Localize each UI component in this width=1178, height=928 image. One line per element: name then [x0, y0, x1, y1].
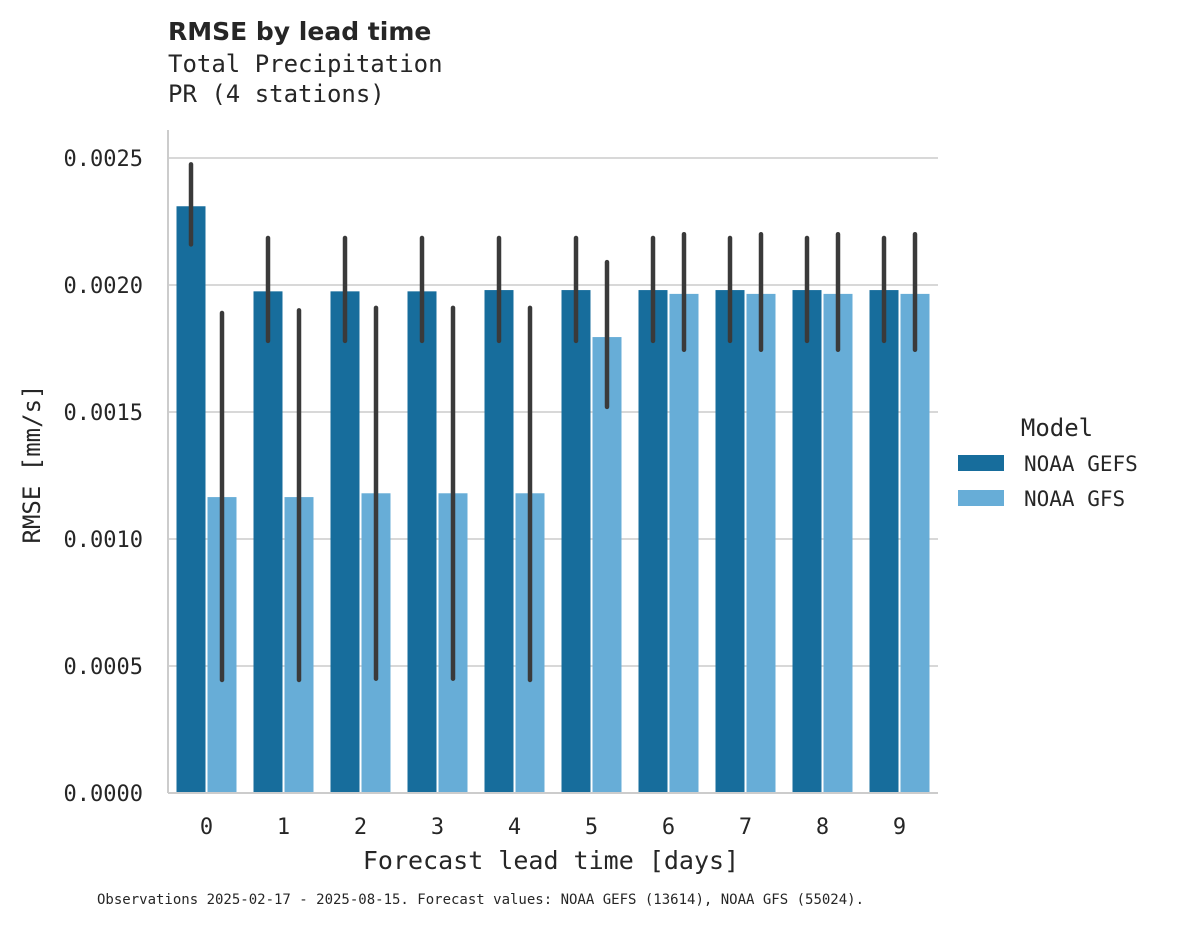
- y-tick-label-0: 0.0000: [64, 782, 143, 807]
- bar-gefs-4: [484, 290, 514, 793]
- bar-gfs-7: [746, 293, 776, 793]
- legend: Model NOAA GEFS NOAA GFS: [958, 414, 1138, 511]
- grid-lines: [168, 157, 938, 667]
- y-axis-label: RMSE [mm/s]: [18, 385, 46, 544]
- x-tick-label-6: 6: [662, 815, 675, 840]
- bar-gefs-0: [176, 206, 206, 793]
- y-tick-label-3: 0.0015: [64, 401, 143, 426]
- bar-gefs-8: [792, 290, 822, 793]
- x-tick-label-9: 9: [893, 815, 906, 840]
- bars: [176, 206, 930, 793]
- chart-title: RMSE by lead time: [168, 17, 432, 46]
- x-tick-label-7: 7: [739, 815, 752, 840]
- y-tick-label-4: 0.0020: [64, 274, 143, 299]
- bar-gfs-6: [669, 293, 699, 793]
- x-tick-label-0: 0: [200, 815, 213, 840]
- x-tick-label-2: 2: [354, 815, 367, 840]
- x-tick-label-1: 1: [277, 815, 290, 840]
- y-tick-label-1: 0.0005: [64, 655, 143, 680]
- legend-swatch-gfs: [958, 490, 1004, 506]
- x-tick-label-5: 5: [585, 815, 598, 840]
- bar-gefs-3: [407, 291, 437, 793]
- y-tick-label-5: 0.0025: [64, 147, 143, 172]
- error-bars: [188, 162, 918, 683]
- bar-gefs-2: [330, 291, 360, 793]
- bar-gefs-6: [638, 290, 668, 793]
- x-tick-labels: 0 1 2 3 4 5 6 7 8 9: [200, 815, 906, 840]
- legend-swatch-gefs: [958, 455, 1004, 471]
- x-tick-label-8: 8: [816, 815, 829, 840]
- x-tick-label-4: 4: [508, 815, 521, 840]
- legend-label-gefs: NOAA GEFS: [1024, 452, 1138, 476]
- footnote: Observations 2025-02-17 - 2025-08-15. Fo…: [97, 892, 865, 908]
- bar-gfs-9: [900, 293, 930, 793]
- y-tick-label-2: 0.0010: [64, 528, 143, 553]
- bar-gefs-5: [561, 290, 591, 793]
- bar-gfs-5: [592, 337, 622, 793]
- bar-gefs-1: [253, 291, 283, 793]
- bar-gefs-9: [869, 290, 899, 793]
- legend-label-gfs: NOAA GFS: [1024, 487, 1125, 511]
- y-tick-labels: 0.0000 0.0005 0.0010 0.0015 0.0020 0.0025: [64, 147, 143, 807]
- x-tick-label-3: 3: [431, 815, 444, 840]
- chart-subtitle-region: PR (4 stations): [168, 80, 385, 108]
- chart-subtitle-variable: Total Precipitation: [168, 50, 443, 78]
- x-axis-label: Forecast lead time [days]: [363, 846, 739, 875]
- bar-gfs-8: [823, 293, 853, 793]
- legend-title: Model: [1021, 414, 1093, 442]
- bar-gefs-7: [715, 290, 745, 793]
